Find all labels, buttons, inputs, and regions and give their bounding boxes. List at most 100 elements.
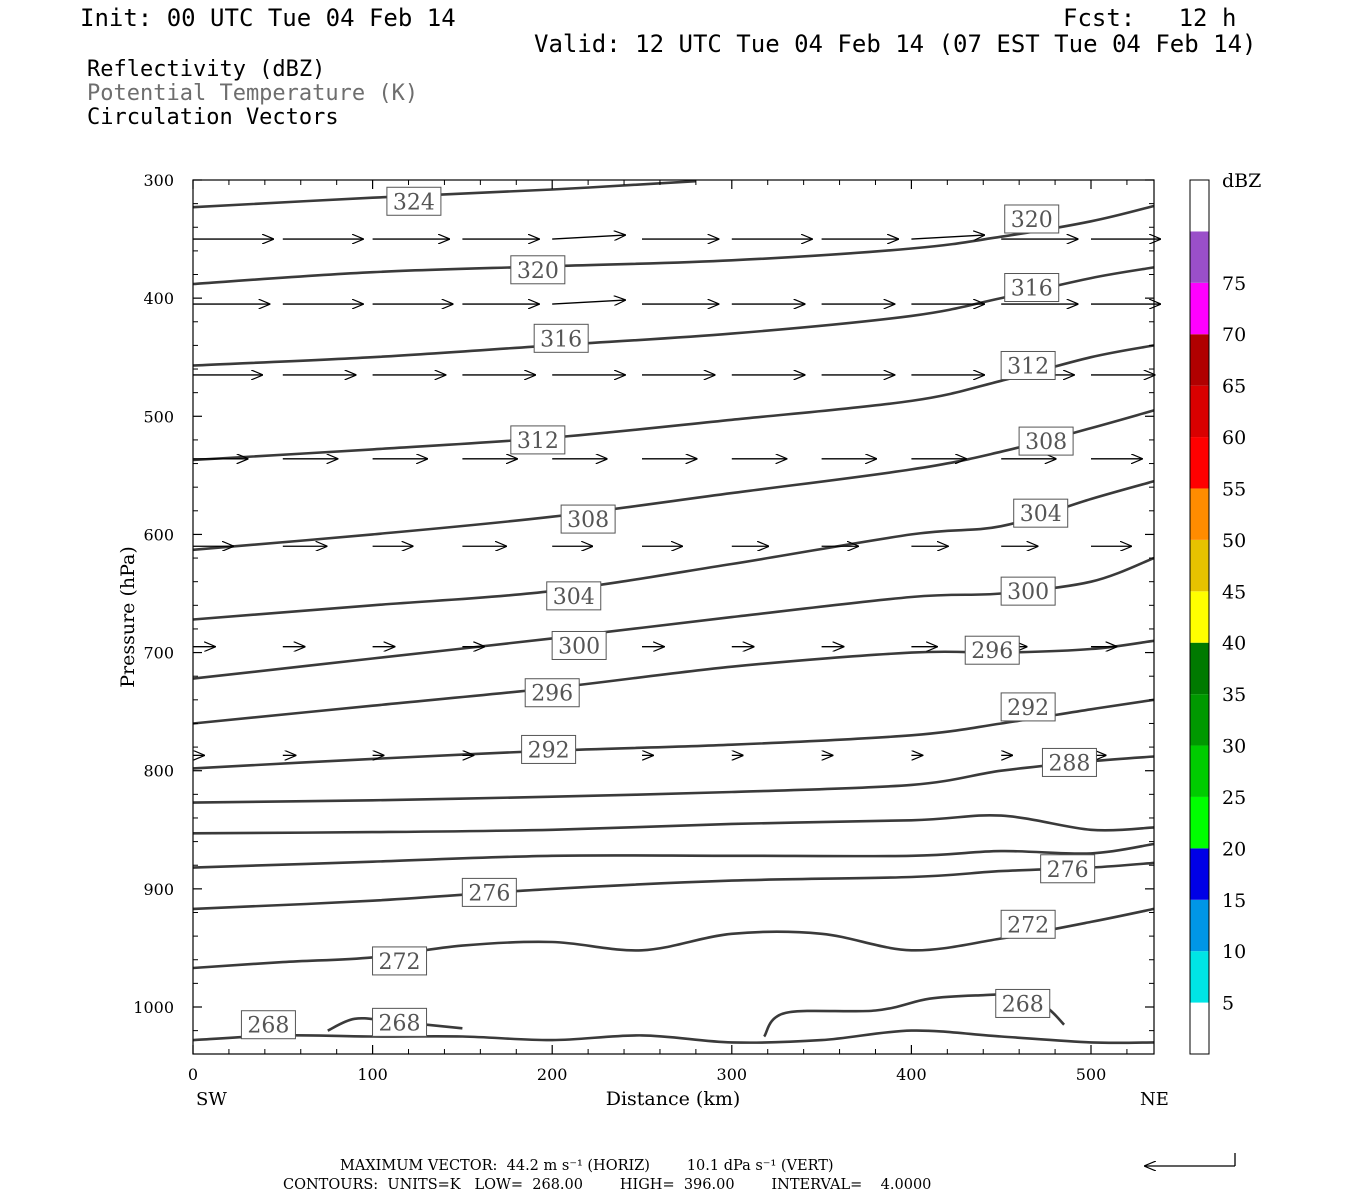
- legend-circulation-vectors: Circulation Vectors: [87, 105, 339, 130]
- theta-contour-296: [192, 639, 1155, 725]
- x-tick-label: 500: [1076, 1065, 1107, 1084]
- contour-label: 316: [533, 323, 589, 353]
- contour-label-text: 320: [1011, 208, 1053, 233]
- contour-label: 276: [461, 877, 517, 907]
- colorbar-swatch: [1190, 180, 1209, 232]
- init-time: Init: 00 UTC Tue 04 Feb 14: [80, 4, 456, 32]
- colorbar-tick-label: 10: [1222, 941, 1246, 963]
- contour-label-text: 304: [553, 585, 595, 610]
- colorbar-swatch: [1190, 591, 1209, 643]
- contour-label-text: 268: [247, 1014, 289, 1039]
- colorbar-swatch: [1190, 796, 1209, 849]
- contour-label: 272: [372, 946, 428, 976]
- circulation-vector: [552, 235, 625, 239]
- valid-time: Valid: 12 UTC Tue 04 Feb 14 (07 EST Tue …: [534, 30, 1257, 58]
- contour-label-text: 304: [1020, 502, 1062, 527]
- contour-label-text: 268: [1002, 992, 1044, 1017]
- contour-label-text: 316: [540, 327, 582, 352]
- contour-label-text: 272: [379, 950, 421, 975]
- colorbar-unit: dBZ: [1222, 170, 1261, 192]
- contour-label: 300: [551, 630, 607, 660]
- y-tick-label: 400: [143, 289, 174, 308]
- y-tick-label: 1000: [133, 998, 174, 1017]
- colorbar-swatch: [1190, 385, 1209, 438]
- colorbar-swatch: [1190, 539, 1209, 592]
- y-tick-label: 800: [143, 762, 174, 781]
- colorbar-tick-label: 65: [1222, 376, 1246, 398]
- colorbar-swatch: [1190, 848, 1209, 900]
- theta-contour-308: [192, 409, 1155, 552]
- contour-label: 268: [240, 1010, 296, 1040]
- contour-label: 276: [1040, 854, 1096, 884]
- y-tick-label: 700: [143, 644, 174, 663]
- colorbar-swatch: [1190, 231, 1209, 283]
- contour-label-text: 288: [1048, 751, 1090, 776]
- colorbar-swatch: [1190, 488, 1209, 540]
- contour-info-note: CONTOURS: UNITS=K LOW= 268.00 HIGH= 396.…: [283, 1177, 932, 1193]
- colorbar-tick-label: 5: [1222, 993, 1234, 1015]
- contour-label: 268: [995, 988, 1051, 1018]
- x-axis-label: Distance (km): [606, 1088, 741, 1110]
- x-axis-right-label: NE: [1140, 1089, 1169, 1110]
- contour-label: 304: [546, 581, 602, 611]
- axis-layer: 0 100 200 300 400 500 300 400 500 600 700 800 900 100…: [133, 171, 1154, 1084]
- colorbar-tick-label: 55: [1222, 478, 1246, 500]
- theta-contour-268: [327, 1016, 463, 1032]
- theta-contour-284: [192, 814, 1154, 835]
- contour-label: 268: [372, 1007, 428, 1037]
- contour-label-text: 296: [531, 682, 573, 707]
- contour-label: 320: [510, 255, 566, 285]
- colorbar-tick-label: 75: [1222, 273, 1246, 295]
- contour-label-text: 300: [558, 634, 600, 659]
- y-tick-label: 900: [143, 880, 174, 899]
- colorbar-swatch: [1190, 951, 1209, 1003]
- y-tick-label: 500: [143, 407, 174, 426]
- contour-label: 308: [560, 504, 616, 534]
- legend-potential-temperature: Potential Temperature (K): [87, 81, 419, 106]
- x-tick-label: 300: [717, 1065, 748, 1084]
- plot-frame: [192, 179, 1155, 1055]
- contour-label: 292: [1000, 692, 1056, 722]
- vector-layer: [193, 235, 1160, 755]
- reference-vector: [1145, 1153, 1236, 1166]
- x-tick-label: 0: [188, 1065, 198, 1084]
- forecast-hour: Fcst: 12 h: [1063, 4, 1237, 32]
- x-tick-label: 100: [357, 1065, 388, 1084]
- theta-contour-276: [192, 861, 1154, 911]
- contour-label-text: 292: [528, 738, 570, 763]
- contour-label: 296: [524, 678, 580, 708]
- x-axis-left-label: SW: [196, 1089, 227, 1110]
- contour-label-text: 300: [1007, 580, 1049, 605]
- colorbar-swatch: [1190, 745, 1209, 797]
- y-axis-label: Pressure (hPa): [117, 546, 139, 688]
- contour-label: 304: [1013, 498, 1069, 528]
- contour-label: 324: [386, 186, 442, 216]
- colorbar: 5 10 15 20 25 30 35 40 45 50 55 60 65 70 75: [1189, 179, 1246, 1055]
- contour-label: 288: [1041, 747, 1097, 777]
- colorbar-swatch: [1190, 899, 1209, 952]
- colorbar-tick-label: 50: [1222, 530, 1246, 552]
- contour-label-text: 320: [517, 259, 559, 284]
- contour-label-text: 312: [517, 429, 559, 454]
- colorbar-swatch: [1190, 437, 1209, 489]
- contour-label-text: 292: [1007, 696, 1049, 721]
- contour-label: 316: [1004, 273, 1060, 303]
- circulation-vector: [552, 300, 625, 304]
- contour-label-text: 268: [379, 1011, 421, 1036]
- colorbar-tick-label: 35: [1222, 684, 1246, 706]
- contour-label-text: 308: [567, 508, 609, 533]
- theta-contour-268: [192, 1029, 1154, 1045]
- x-tick-label: 400: [896, 1065, 927, 1084]
- contour-label-text: 296: [971, 639, 1013, 664]
- colorbar-frame: [1189, 179, 1210, 1055]
- contour-label: 296: [964, 635, 1020, 665]
- colorbar-tick-label: 25: [1222, 787, 1246, 809]
- theta-contour-280: [192, 842, 1155, 869]
- contour-label-text: 308: [1025, 430, 1067, 455]
- x-tick-label: 200: [537, 1065, 568, 1084]
- legend-reflectivity: Reflectivity (dBZ): [87, 57, 326, 82]
- contour-label-text: 312: [1007, 354, 1049, 379]
- colorbar-swatch: [1190, 334, 1209, 386]
- colorbar-tick-label: 70: [1222, 324, 1246, 346]
- colorbar-tick-label: 45: [1222, 581, 1246, 603]
